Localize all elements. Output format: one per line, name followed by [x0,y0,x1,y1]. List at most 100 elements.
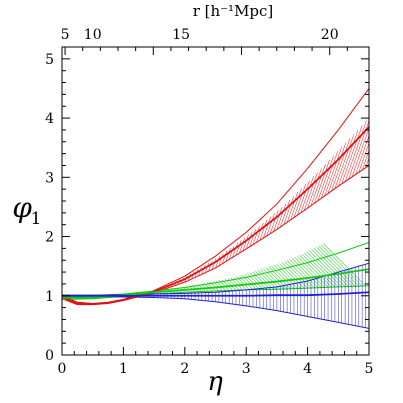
red-band-hatch [218,253,224,266]
red-band-hatch [266,213,275,237]
red-band-hatch [249,229,257,247]
red-band-hatch [252,225,260,245]
red-band-hatch [228,245,235,260]
red-band-hatch [351,127,369,178]
green-band-hatch [289,259,319,288]
green-band-hatch [252,271,271,290]
red-band-hatch [225,248,231,262]
red-band-hatch [314,159,330,204]
y-axis-label: φ [12,191,32,224]
green-band-hatch [299,255,332,288]
green-band-hatch [316,246,356,287]
red-band-hatch [235,240,242,256]
x-axis-label: η [207,367,223,397]
y-axis-label-subscript: 1 [31,209,42,229]
red-band-hatch [293,184,306,218]
red-band-hatch [242,234,249,252]
green-band-hatch [304,252,339,288]
red-band-hatch [239,237,246,254]
y-tick-label: 4 [45,111,54,127]
green-band-hatch [323,243,366,287]
red-band-hatch [256,222,264,243]
red-series-line [62,126,369,305]
green-band-hatch [301,253,336,288]
green-band-hatch [311,249,349,287]
red-band-hatch [348,119,369,180]
x-tick-label: 5 [365,361,374,377]
red-band-hatch [215,255,220,269]
red-band-hatch [222,250,228,264]
red-band-hatch [307,168,322,209]
red-band-hatch [259,219,268,241]
top-axis-label: r [h⁻¹Mpc] [193,2,274,20]
red-band-hatch [317,155,334,201]
red-band-hatch [211,258,217,270]
y-tick-label: 5 [45,52,54,68]
green-band-hatch [246,273,264,290]
blue-series-line [62,291,369,297]
y-tick-label: 0 [45,348,54,364]
green-band-hatch [286,260,315,289]
uncertainty-bands [62,88,369,329]
green-band-hatch [284,261,312,289]
red-band-hatch [276,203,287,230]
x-tick-label: 0 [58,361,67,377]
red-band-hatch [324,146,343,197]
top-tick-label: 5 [61,27,70,43]
red-band-hatch [344,120,367,182]
top-tick-label: 20 [321,27,339,43]
green-band-hatch [276,264,301,289]
series-lines [62,126,369,305]
x-tick-label: 2 [180,361,189,377]
x-tick-label: 3 [242,361,251,377]
plot-frame [61,46,370,356]
green-band-hatch [263,268,284,290]
green-band-hatch [281,262,308,289]
red-band-hatch [331,138,351,192]
red-band-hatch [341,125,363,184]
green-band-hatch [306,251,342,287]
red-band-hatch [297,180,310,216]
red-band-hatch [327,142,347,194]
red-band-hatch [310,164,326,206]
x-tick-label: 1 [119,361,128,377]
blue-band-upper-edge [62,262,369,296]
red-band-hatch [300,176,314,213]
red-band-hatch [361,149,369,171]
top-tick-label: 15 [172,27,190,43]
red-band-hatch [286,192,298,223]
red-band-hatch [334,134,355,189]
axis-ticks [61,47,370,356]
red-band-hatch [365,157,369,168]
red-band-hatch [269,210,279,234]
x-tick-label: 4 [303,361,312,377]
red-band-hatch [262,216,272,239]
green-band-hatch [296,256,329,288]
red-band-hatch [358,142,369,173]
red-band-hatch [273,207,283,232]
red-band-hatch [320,151,338,199]
red-band-hatch [232,242,238,258]
y-tick-label: 2 [45,230,54,246]
green-band-hatch [309,250,346,287]
green-band-hatch [313,248,353,287]
y-tick-label: 1 [45,289,54,305]
green-band-hatch [273,264,298,289]
red-band-hatch [290,188,302,221]
red-band-hatch [338,129,359,187]
green-band-hatch [291,258,322,288]
green-band-hatch [271,265,295,289]
red-band-hatch [283,195,295,225]
red-band-hatch [280,199,291,228]
green-band-hatch [260,269,281,290]
red-band-hatch [303,172,318,211]
red-band-hatch [355,134,369,175]
green-band-hatch [249,272,267,290]
green-band-hatch [279,263,305,289]
green-band-hatch [294,257,325,288]
red-band-hatch [245,232,253,250]
green-band-hatch [255,270,274,290]
y-tick-label: 3 [45,170,54,186]
